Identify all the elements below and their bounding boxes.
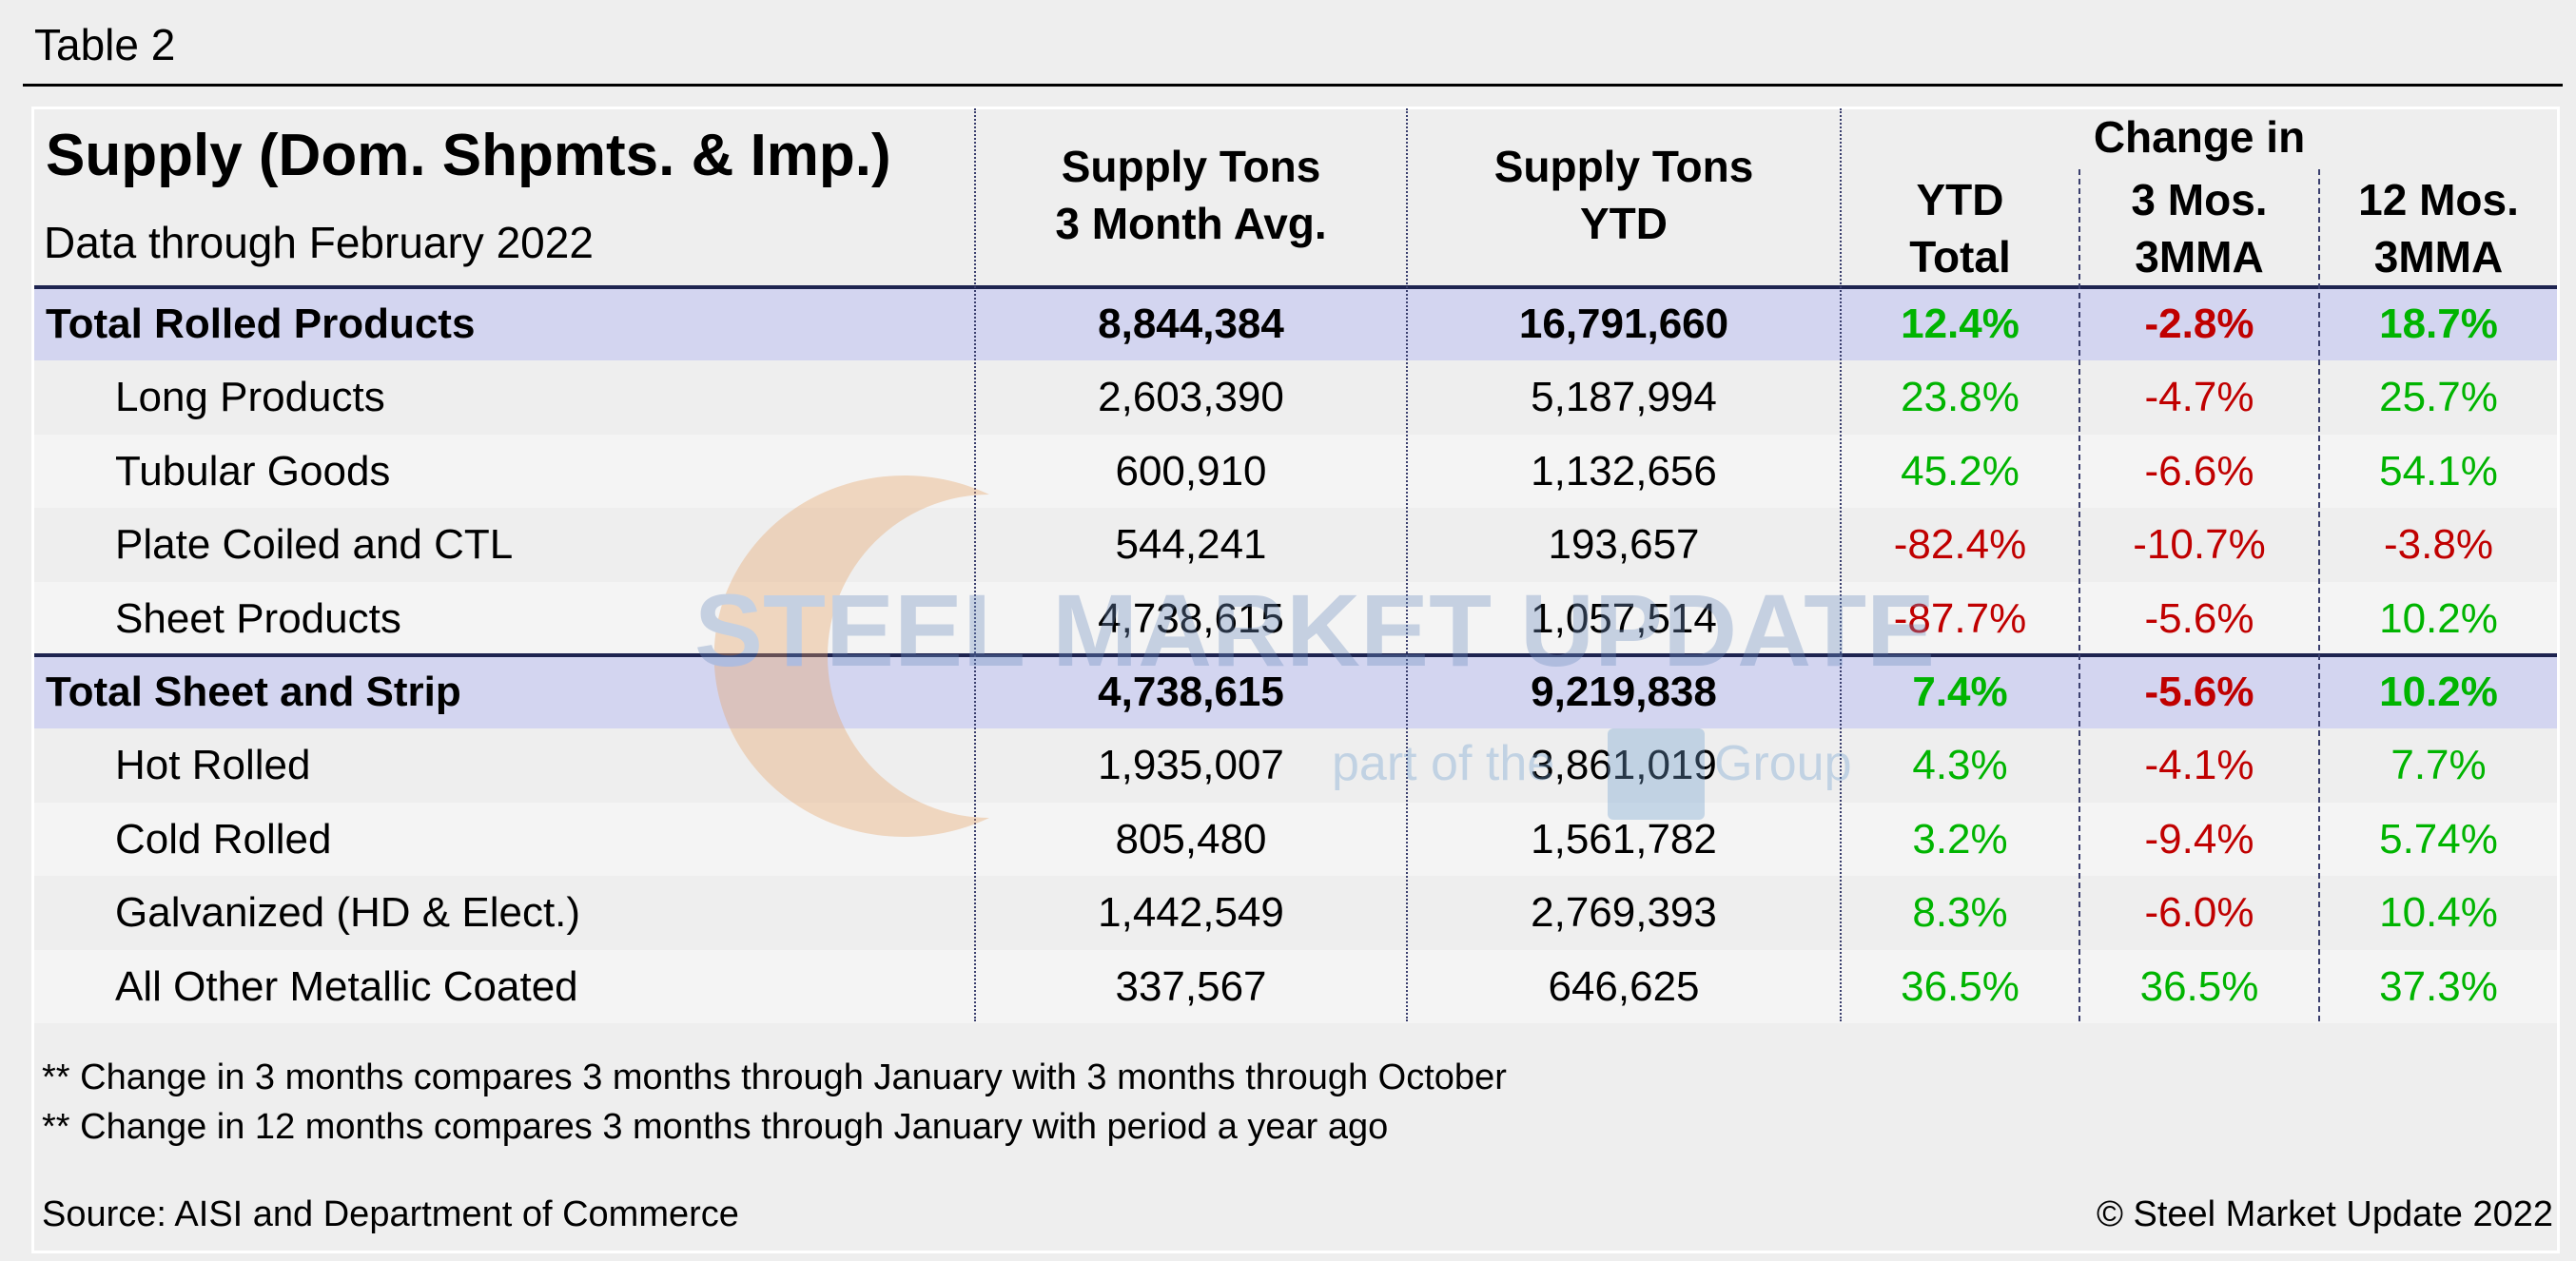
row-label: Cold Rolled [115, 815, 332, 863]
supply-ytd-cell: 1,561,782 [1531, 815, 1717, 863]
change-3-mos-cell: -5.6% [2144, 594, 2254, 642]
change-3-mos-cell: -2.8% [2144, 301, 2254, 347]
change-3-mos-cell: -10.7% [2133, 521, 2266, 569]
supply-3-month-avg-cell: 8,844,384 [1098, 301, 1284, 347]
change-12-mos-cell: 18.7% [2379, 301, 2498, 347]
supply-ytd-cell: 5,187,994 [1531, 374, 1717, 421]
change-12-mos-cell: 7.7% [2391, 742, 2487, 789]
footnote-12-months: ** Change in 12 months compares 3 months… [42, 1107, 1389, 1147]
table-heading: Supply (Dom. Shpmts. & Imp.) [46, 123, 891, 188]
row-label: Plate Coiled and CTL [115, 521, 514, 569]
change-ytd-total-cell: 12.4% [1901, 301, 2020, 347]
change-12-mos-cell: 10.2% [2379, 669, 2498, 715]
supply-ytd-cell: 2,769,393 [1531, 889, 1717, 937]
change-12-mos-cell: 54.1% [2379, 447, 2498, 495]
supply-3-month-avg-cell: 337,567 [1115, 962, 1267, 1010]
supply-ytd-cell: 16,791,660 [1518, 301, 1729, 347]
change-ytd-total-cell: 4.3% [1912, 742, 2008, 789]
row-label: Long Products [115, 374, 385, 421]
table-title: Table 2 [34, 20, 176, 69]
row-label: Sheet Products [115, 594, 401, 642]
change-3-mos-cell: -4.7% [2144, 374, 2254, 421]
table-row: Plate Coiled and CTL 544,241 193,657 -82.4%… [34, 508, 2557, 582]
footer-frame [31, 1018, 2560, 1253]
change-12-mos-cell: 37.3% [2379, 962, 2498, 1010]
col-header-3-month-avg: Supply Tons 3 Month Avg. [1055, 142, 1327, 248]
col-header-ytd-total: YTD Total [1909, 175, 2011, 281]
row-label: Tubular Goods [115, 447, 391, 495]
table-row: Tubular Goods 600,910 1,132,656 45.2% -6.6% 5… [34, 434, 2557, 509]
col-header-3-mos: 3 Mos. 3MMA [2131, 175, 2268, 281]
supply-3-month-avg-cell: 600,910 [1115, 447, 1267, 495]
change-ytd-total-cell: -82.4% [1893, 521, 2027, 569]
col-header-12-mos: 12 Mos. 3MMA [2358, 175, 2519, 281]
supply-ytd-cell: 9,219,838 [1531, 669, 1717, 715]
supply-ytd-cell: 646,625 [1548, 962, 1700, 1010]
change-12-mos-cell: 10.4% [2379, 889, 2498, 937]
supply-3-month-avg-cell: 1,935,007 [1098, 742, 1284, 789]
supply-3-month-avg-cell: 4,738,615 [1098, 594, 1284, 642]
change-12-mos-cell: 25.7% [2379, 374, 2498, 421]
column-divider [1840, 108, 1842, 1021]
table-row: Galvanized (HD & Elect.) 1,442,549 2,769,3… [34, 876, 2557, 950]
column-divider [1406, 108, 1408, 1021]
table-row: Hot Rolled 1,935,007 3,861,019 4.3% -4.1% 7.7… [34, 728, 2557, 803]
table-row-total: Total Rolled Products 8,844,384 16,791,660… [34, 287, 2557, 361]
table-row: Long Products 2,603,390 5,187,994 23.8% -4.7… [34, 360, 2557, 435]
supply-ytd-cell: 3,861,019 [1531, 742, 1717, 789]
table-row: All Other Metallic Coated 337,567 646,625 3… [34, 949, 2557, 1023]
row-label: Total Rolled Products [46, 301, 476, 347]
change-ytd-total-cell: 3.2% [1912, 815, 2008, 863]
col-header-change-in: Change in [2093, 112, 2306, 162]
change-ytd-total-cell: 23.8% [1901, 374, 2020, 421]
row-label: Total Sheet and Strip [46, 669, 461, 715]
column-divider [974, 108, 976, 1021]
change-12-mos-cell: 10.2% [2379, 594, 2498, 642]
column-divider [2318, 169, 2320, 1021]
change-3-mos-cell: -4.1% [2144, 742, 2254, 789]
change-ytd-total-cell: 45.2% [1901, 447, 2020, 495]
change-ytd-total-cell: -87.7% [1893, 594, 2027, 642]
row-label: Galvanized (HD & Elect.) [115, 889, 581, 937]
change-12-mos-cell: -3.8% [2384, 521, 2493, 569]
change-ytd-total-cell: 36.5% [1901, 962, 2020, 1010]
supply-3-month-avg-cell: 805,480 [1115, 815, 1267, 863]
source-note: Source: AISI and Department of Commerce [42, 1194, 739, 1234]
supply-3-month-avg-cell: 1,442,549 [1098, 889, 1284, 937]
supply-3-month-avg-cell: 4,738,615 [1098, 669, 1284, 715]
title-rule [23, 84, 2563, 87]
header-divider [34, 285, 2557, 289]
change-ytd-total-cell: 7.4% [1912, 669, 2008, 715]
change-ytd-total-cell: 8.3% [1912, 889, 2008, 937]
supply-3-month-avg-cell: 2,603,390 [1098, 374, 1284, 421]
footnote-3-months: ** Change in 3 months compares 3 months … [42, 1057, 1507, 1097]
col-header-ytd: Supply Tons YTD [1493, 142, 1754, 248]
section-divider [34, 653, 2557, 657]
table-row-total: Total Sheet and Strip 4,738,615 9,219,838 7… [34, 655, 2557, 729]
supply-ytd-cell: 1,132,656 [1531, 447, 1717, 495]
row-label: All Other Metallic Coated [115, 962, 578, 1010]
change-3-mos-cell: 36.5% [2139, 962, 2259, 1010]
supply-ytd-cell: 1,057,514 [1531, 594, 1717, 642]
change-12-mos-cell: 5.74% [2379, 815, 2498, 863]
table-row: Cold Rolled 805,480 1,561,782 3.2% -9.4% 5.74… [34, 802, 2557, 877]
copyright-note: © Steel Market Update 2022 [2096, 1194, 2553, 1234]
change-3-mos-cell: -6.6% [2144, 447, 2254, 495]
change-3-mos-cell: -9.4% [2144, 815, 2254, 863]
supply-3-month-avg-cell: 544,241 [1115, 521, 1267, 569]
table-frame [31, 107, 2560, 1021]
data-through-label: Data through February 2022 [44, 218, 594, 267]
supply-ytd-cell: 193,657 [1548, 521, 1700, 569]
change-3-mos-cell: -5.6% [2144, 669, 2254, 715]
change-3-mos-cell: -6.0% [2144, 889, 2254, 937]
table-row: Sheet Products 4,738,615 1,057,514 -87.7% -5… [34, 581, 2557, 655]
row-label: Hot Rolled [115, 742, 311, 789]
column-divider [2078, 169, 2080, 1021]
